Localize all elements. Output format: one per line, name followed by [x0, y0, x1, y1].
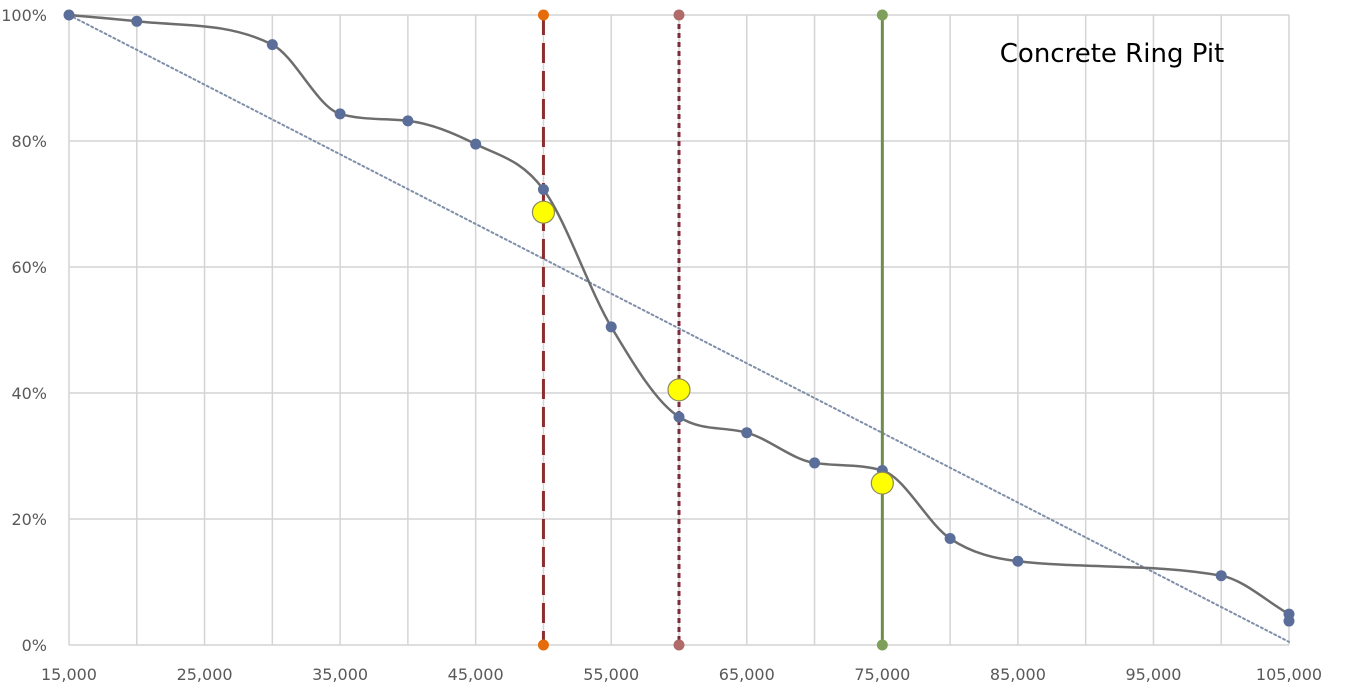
highlight-point: [870, 471, 894, 495]
trendline-layer: [68, 14, 1290, 643]
x-tick-label: 55,000: [583, 665, 639, 684]
y-tick-label: 100%: [1, 6, 47, 25]
y-tick-label: 0%: [22, 636, 47, 655]
highlight-point: [531, 200, 556, 224]
y-tick-label: 20%: [11, 510, 47, 529]
x-tick-label: 35,000: [312, 665, 368, 684]
x-tick-label: 75,000: [854, 665, 910, 684]
highlight-point: [667, 378, 691, 402]
series-layer: [63, 9, 1295, 627]
vertical-lines-layer: [537, 9, 888, 651]
data-point: [1012, 555, 1024, 567]
vertical-line-marker: [876, 639, 888, 651]
data-point: [944, 533, 956, 545]
data-point: [402, 115, 414, 127]
data-point: [741, 427, 753, 439]
data-point: [537, 184, 549, 196]
data-point: [266, 39, 278, 51]
x-tick-label: 15,000: [41, 665, 97, 684]
series-line: [68, 13, 1291, 622]
data-point: [470, 138, 482, 150]
x-tick-label: 95,000: [1125, 665, 1181, 684]
data-point: [1215, 570, 1227, 582]
data-point: [673, 411, 685, 423]
x-tick-label: 85,000: [990, 665, 1046, 684]
chart-title: Concrete Ring Pit: [1000, 39, 1224, 69]
x-tick-label: 65,000: [719, 665, 775, 684]
y-tick-label: 60%: [11, 258, 47, 277]
y-tick-label: 80%: [11, 132, 47, 151]
vertical-line-marker: [537, 9, 549, 21]
x-tick-label: 105,000: [1256, 665, 1322, 684]
data-point: [334, 108, 346, 120]
tick-labels: 15,000 25,000 35,000 45,000 55,000 65,000 75,0…: [1, 6, 1322, 684]
y-tick-label: 40%: [11, 384, 47, 403]
x-tick-label: 45,000: [448, 665, 504, 684]
data-point: [1283, 615, 1295, 627]
data-point: [131, 15, 143, 27]
data-point: [605, 321, 617, 333]
vertical-line-marker: [876, 9, 888, 21]
vertical-line-marker: [673, 9, 685, 21]
x-tick-label: 25,000: [177, 665, 233, 684]
highlight-layer: [531, 200, 894, 495]
data-point: [63, 9, 75, 21]
vertical-line-marker: [673, 639, 685, 651]
trendline: [68, 14, 1290, 643]
vertical-line-marker: [537, 639, 549, 651]
data-point: [809, 457, 821, 469]
